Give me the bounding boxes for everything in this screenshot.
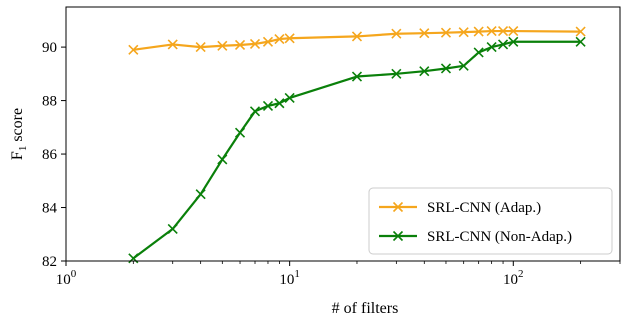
legend-marker [392, 201, 404, 213]
data-point-marker [391, 28, 402, 39]
data-point-marker [274, 98, 285, 109]
data-point-marker [128, 44, 139, 55]
data-point-marker [419, 66, 430, 77]
data-point-marker [486, 42, 497, 53]
data-point-marker [575, 26, 586, 37]
legend-entry-1: SRL-CNN (Non-Adap.) [379, 229, 572, 245]
series-0 [128, 25, 586, 55]
data-point-marker [167, 223, 178, 234]
data-point-marker [440, 27, 452, 38]
legend: SRL-CNN (Adap.) SRL-CNN (Non-Adap.) [368, 187, 613, 255]
y-tick-label: 82 [42, 254, 57, 270]
x-tick-label: 102 [503, 268, 524, 288]
y-axis-title: F1 score [9, 108, 29, 160]
y-tick-label: 88 [42, 94, 57, 110]
plot-frame [65, 6, 621, 262]
y-tick-label: 90 [42, 40, 57, 56]
data-point-marker [497, 25, 509, 37]
data-point-marker [217, 154, 228, 165]
data-point-marker [249, 106, 261, 117]
data-point-marker [486, 25, 497, 37]
x-tick-label: 100 [56, 268, 77, 288]
data-point-marker [473, 26, 484, 37]
y-tick-label: 84 [42, 201, 58, 217]
data-point-marker [217, 40, 228, 51]
data-point-marker [458, 27, 469, 38]
data-point-marker [274, 34, 285, 45]
data-point-marker [234, 39, 246, 51]
data-point-marker [575, 36, 586, 47]
data-point-marker [351, 31, 363, 42]
axes-layer: 82 84 86 88 90 100 101 102 # of filters F1 score [9, 6, 621, 317]
data-point-marker [440, 63, 452, 74]
data-point-marker [391, 68, 402, 79]
data-point-marker [284, 33, 295, 44]
data-point-marker [473, 47, 484, 58]
data-point-marker [262, 36, 274, 47]
series-layer [128, 25, 586, 264]
y-tick-label: 86 [42, 147, 58, 163]
data-point-marker [508, 36, 519, 47]
legend-label: SRL-CNN (Adap.) [427, 200, 541, 216]
data-point-marker [284, 92, 295, 103]
legend-entry-0: SRL-CNN (Adap.) [379, 200, 541, 216]
data-point-marker [195, 189, 206, 200]
data-point-marker [458, 60, 469, 71]
x-axis-title: # of filters [332, 300, 399, 317]
data-point-marker [419, 28, 430, 39]
data-point-marker [167, 39, 178, 50]
data-point-marker [497, 39, 509, 50]
data-point-marker [508, 25, 519, 37]
series-1 [128, 36, 586, 264]
data-point-marker [351, 71, 363, 82]
legend-box [368, 187, 613, 255]
data-point-marker [195, 42, 206, 53]
legend-marker [392, 230, 404, 242]
x-tick-label: 101 [279, 268, 300, 288]
data-point-marker [249, 38, 261, 49]
legend-label: SRL-CNN (Non-Adap.) [427, 229, 572, 245]
data-point-marker [234, 127, 246, 138]
data-point-marker [262, 100, 274, 111]
